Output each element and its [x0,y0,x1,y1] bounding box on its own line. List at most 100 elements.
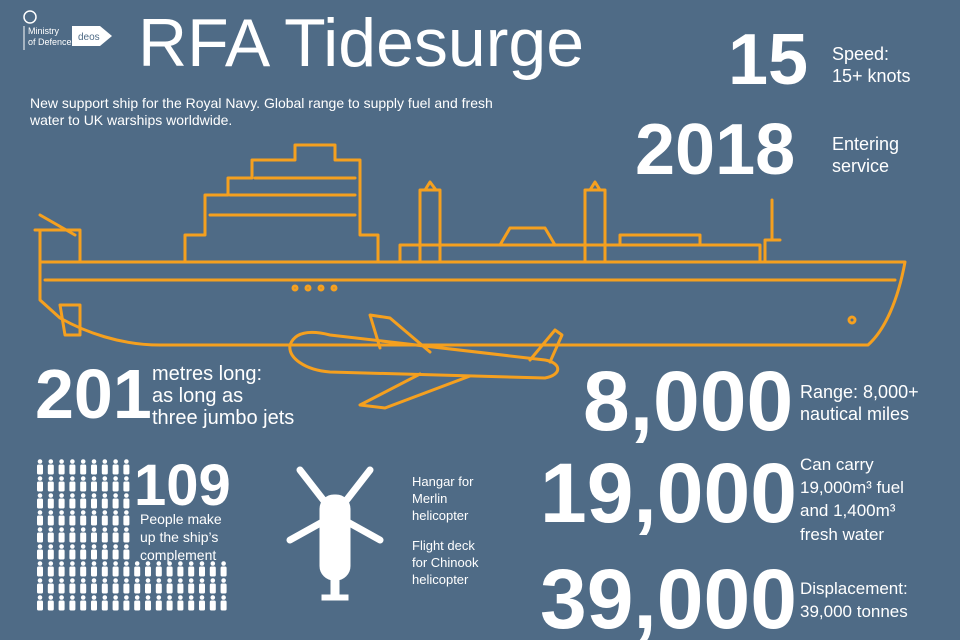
person-icon [37,561,43,577]
fact-caption: Can carry [800,455,874,474]
fact-figure: 39,000 [540,552,797,640]
heli-caption: helicopter [412,508,469,523]
person-icon [123,476,130,492]
person-icon [112,527,119,543]
person-icon [123,510,130,526]
deos-logo: deos [72,26,112,46]
person-icon [155,595,162,611]
person-icon [47,510,54,526]
person-icon [134,595,141,611]
fact-caption: and 1,400m³ [800,501,896,520]
person-icon [112,578,119,594]
fact-figure: 15 [728,20,808,100]
person-icon [69,493,76,509]
person-icon [101,595,108,611]
person-icon [155,561,162,577]
person-icon [80,493,87,509]
subtitle: water to UK warships worldwide. [29,112,232,128]
person-icon [80,476,87,492]
fact-caption: 19,000m³ fuel [800,478,904,497]
person-icon [47,544,54,560]
person-icon [91,578,97,594]
heli-caption: helicopter [412,572,469,587]
person-icon [91,493,97,509]
fact-caption: complement [140,547,216,563]
person-icon [209,561,216,577]
person-icon [47,527,54,543]
heli-caption: Hangar for [412,474,474,489]
person-icon [91,544,97,560]
fact-figure: 201 [35,355,152,433]
person-icon [101,476,108,492]
person-icon [123,561,130,577]
fact-caption: Entering [832,134,899,154]
person-icon [101,527,108,543]
fact-caption: Speed: [832,44,889,64]
person-icon [177,595,184,611]
person-icon [155,578,162,594]
person-icon [209,595,216,611]
person-icon [47,561,54,577]
person-icon [37,595,43,611]
heli-caption: Flight deck [412,538,475,553]
person-icon [80,595,87,611]
person-icon [112,595,119,611]
fact-caption: metres long: [152,363,262,385]
person-icon [134,561,141,577]
person-icon [123,527,130,543]
person-icon [134,578,141,594]
fact-figure: 19,000 [540,446,797,540]
person-icon [91,527,97,543]
person-icon [91,510,97,526]
person-icon [188,561,195,577]
person-icon [91,459,97,475]
person-icon [199,578,205,594]
person-icon [80,561,87,577]
person-icon [199,561,205,577]
person-icon [47,459,54,475]
person-icon [112,476,119,492]
person-icon [58,476,65,492]
person-icon [101,544,108,560]
person-icon [220,595,227,611]
person-icon [69,595,76,611]
person-icon [47,578,54,594]
fact-caption: as long as [152,385,243,407]
person-icon [37,544,43,560]
person-icon [220,561,227,577]
fact-caption: Displacement: [800,579,908,598]
person-icon [37,476,43,492]
person-icon [58,527,65,543]
person-icon [58,544,65,560]
person-icon [101,459,108,475]
person-icon [37,493,43,509]
person-icon [37,510,43,526]
person-icon [80,510,87,526]
person-icon [177,578,184,594]
person-icon [91,476,97,492]
heli-caption: for Chinook [412,555,479,570]
fact-caption: 39,000 tonnes [800,602,908,621]
person-icon [101,561,108,577]
person-icon [58,578,65,594]
person-icon [188,595,195,611]
fact-caption: Range: 8,000+ [800,382,919,402]
helicopter-icon [286,466,384,601]
fact-caption: nautical miles [800,404,909,424]
person-icon [69,561,76,577]
person-icon [166,561,173,577]
fact-caption: up the ship’s [140,529,218,545]
person-icon [101,493,108,509]
person-icon [47,476,54,492]
fact-caption: fresh water [800,525,884,544]
person-icon [91,561,97,577]
person-icon [58,595,65,611]
person-icon [58,510,65,526]
person-icon [80,544,87,560]
fact-figure: 109 [134,453,231,518]
person-icon [112,510,119,526]
person-icon [123,459,130,475]
person-icon [69,476,76,492]
